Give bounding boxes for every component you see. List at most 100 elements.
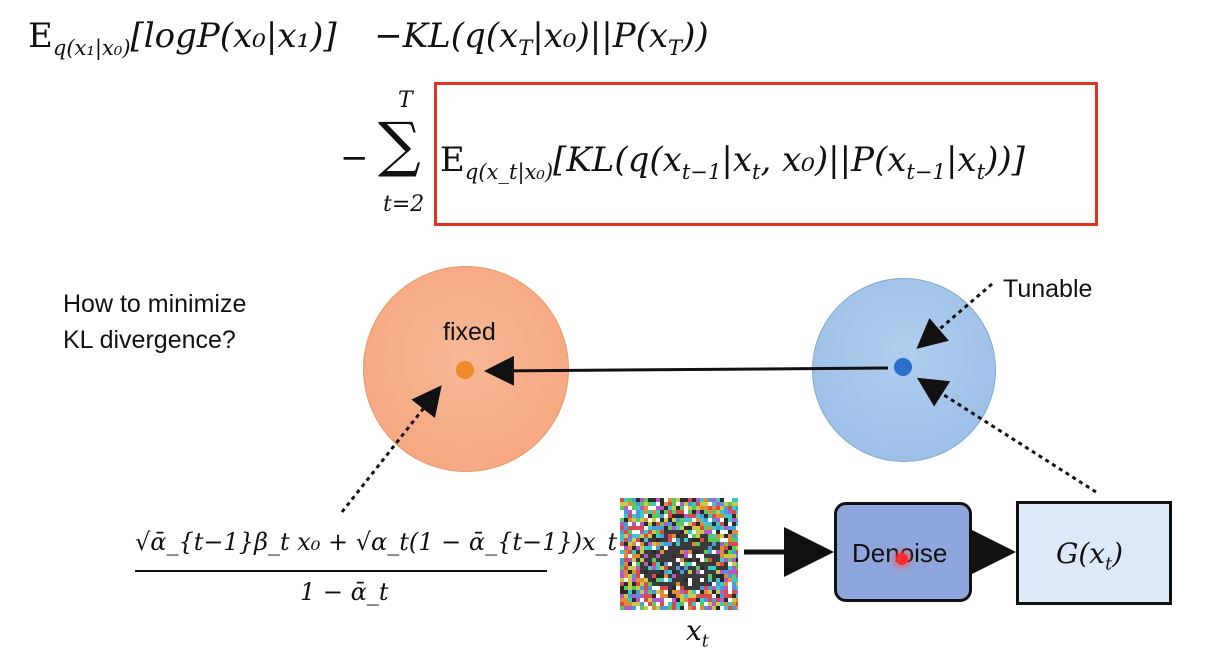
noise-pixel — [708, 550, 712, 554]
noise-pixel — [628, 506, 632, 510]
noise-pixel — [736, 598, 738, 602]
noise-pixel — [668, 606, 672, 610]
noise-pixel — [632, 502, 636, 506]
noise-pixel — [648, 526, 652, 530]
noise-pixel — [712, 570, 716, 574]
noise-pixel — [636, 534, 640, 538]
noise-pixel — [700, 594, 704, 598]
noise-pixel — [656, 542, 660, 546]
noise-pixel — [628, 606, 632, 610]
noise-pixel — [648, 534, 652, 538]
noise-pixel — [684, 506, 688, 510]
noise-pixel — [656, 598, 660, 602]
noise-pixel — [628, 602, 632, 606]
noise-pixel — [652, 534, 656, 538]
noise-pixel — [692, 602, 696, 606]
noise-pixel — [732, 562, 736, 566]
noise-pixel — [688, 550, 692, 554]
noise-pixel — [716, 570, 720, 574]
noise-pixel — [688, 506, 692, 510]
noise-pixel — [712, 606, 716, 610]
noise-pixel — [656, 590, 660, 594]
noise-pixel — [664, 530, 668, 534]
noise-pixel — [672, 542, 676, 546]
noise-pixel — [728, 574, 732, 578]
noise-pixel — [712, 578, 716, 582]
noise-pixel — [704, 586, 708, 590]
noise-pixel — [652, 522, 656, 526]
noise-pixel — [636, 510, 640, 514]
tunable-pointer-arrow — [916, 282, 993, 349]
noise-pixel — [728, 554, 732, 558]
noise-pixel — [728, 498, 732, 502]
noise-pixel — [704, 542, 708, 546]
noise-pixel — [620, 558, 624, 562]
noise-pixel — [716, 586, 720, 590]
noise-pixel — [656, 546, 660, 550]
noise-pixel — [632, 522, 636, 526]
noise-pixel — [736, 526, 738, 530]
noise-pixel — [736, 586, 738, 590]
noise-pixel — [668, 514, 672, 518]
noise-pixel — [644, 522, 648, 526]
noise-pixel — [620, 566, 624, 570]
noise-pixel — [736, 554, 738, 558]
noise-pixel — [696, 602, 700, 606]
noise-pixel — [724, 498, 728, 502]
noise-pixel — [652, 518, 656, 522]
noise-pixel — [724, 566, 728, 570]
noise-pixel — [724, 598, 728, 602]
noise-pixel — [672, 594, 676, 598]
noise-pixel — [648, 586, 652, 590]
noise-pixel — [636, 570, 640, 574]
noise-pixel — [664, 550, 668, 554]
noise-pixel — [636, 586, 640, 590]
noise-pixel — [708, 530, 712, 534]
noise-pixel — [620, 506, 624, 510]
equation-line-1: Eq(x₁|x₀)[logP(x₀|x₁)] −KL(q(xT|x₀)||P(x… — [28, 16, 709, 60]
noise-pixel — [672, 546, 676, 550]
noise-pixel — [636, 562, 640, 566]
noise-pixel — [684, 574, 688, 578]
noise-pixel — [700, 554, 704, 558]
noise-pixel — [640, 562, 644, 566]
noise-pixel — [688, 522, 692, 526]
noise-pixel — [664, 578, 668, 582]
noise-pixel — [640, 582, 644, 586]
noise-pixel — [664, 534, 668, 538]
noise-pixel — [644, 598, 648, 602]
minus-sign: − — [340, 138, 369, 178]
noise-pixel — [672, 502, 676, 506]
noise-pixel — [656, 602, 660, 606]
noise-pixel — [728, 586, 732, 590]
noise-pixel — [664, 522, 668, 526]
noise-pixel — [684, 598, 688, 602]
noise-pixel — [664, 558, 668, 562]
noise-pixel — [632, 566, 636, 570]
noise-pixel — [648, 530, 652, 534]
noise-pixel — [732, 510, 736, 514]
noise-pixel — [680, 550, 684, 554]
noise-pixel — [640, 558, 644, 562]
noise-pixel — [632, 534, 636, 538]
noise-pixel — [628, 522, 632, 526]
noise-pixel — [636, 582, 640, 586]
noise-pixel — [664, 502, 668, 506]
noise-pixel — [700, 590, 704, 594]
noise-pixel — [684, 526, 688, 530]
noise-pixel — [736, 574, 738, 578]
noise-pixel — [680, 590, 684, 594]
noise-pixel — [664, 562, 668, 566]
noise-pixel — [664, 554, 668, 558]
noise-pixel — [640, 570, 644, 574]
noise-pixel — [620, 602, 624, 606]
noise-pixel — [696, 534, 700, 538]
noise-pixel — [700, 510, 704, 514]
noise-pixel — [660, 514, 664, 518]
noise-pixel — [680, 566, 684, 570]
noise-pixel — [696, 606, 700, 610]
noise-pixel — [692, 522, 696, 526]
noise-pixel — [668, 530, 672, 534]
noise-pixel — [676, 578, 680, 582]
noise-pixel — [720, 546, 724, 550]
